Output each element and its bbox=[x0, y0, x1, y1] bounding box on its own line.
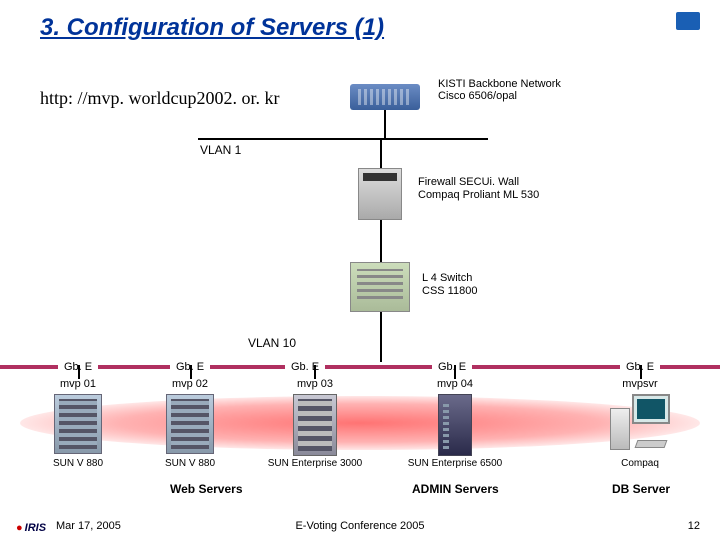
gbe-label-4: Gb. E bbox=[432, 361, 472, 373]
l4-switch-icon bbox=[350, 262, 410, 312]
line-to-gbe bbox=[380, 312, 382, 362]
footer-page: 12 bbox=[688, 520, 700, 532]
line-to-l4 bbox=[380, 220, 382, 262]
server-col-mvpsvr: mvpsvr Compaq bbox=[590, 378, 690, 469]
section-admin: ADMIN Servers bbox=[412, 482, 499, 496]
gbe-label-3: Gb. E bbox=[285, 361, 325, 373]
drop-5 bbox=[640, 365, 642, 379]
drop-1 bbox=[78, 365, 80, 379]
logo-top-right bbox=[676, 12, 700, 30]
l4-label: L 4 Switch CSS 11800 bbox=[422, 272, 477, 298]
server-col-mvp01: mvp 01 SUN V 880 bbox=[28, 378, 128, 469]
server-icon-pc bbox=[610, 394, 670, 450]
server-icon-tower bbox=[438, 394, 472, 456]
url-text: http: //mvp. worldcup2002. or. kr bbox=[40, 88, 279, 109]
line-switch-vlan1 bbox=[384, 110, 386, 138]
server-icon-sun bbox=[54, 394, 102, 454]
vlan1-label: VLAN 1 bbox=[200, 143, 241, 157]
firewall-icon bbox=[358, 168, 402, 220]
backbone-switch-icon bbox=[350, 84, 420, 110]
server-col-mvp02: mvp 02 SUN V 880 bbox=[140, 378, 240, 469]
server-col-mvp04: mvp 04 SUN Enterprise 6500 bbox=[395, 378, 515, 469]
backbone-label: KISTI Backbone Network Cisco 6506/opal bbox=[438, 78, 561, 102]
server-icon-enterprise bbox=[293, 394, 337, 456]
gbe-bar bbox=[0, 365, 720, 369]
vlan1-hline bbox=[198, 138, 488, 140]
drop-3 bbox=[314, 365, 316, 379]
page-title: 3. Configuration of Servers (1) bbox=[0, 0, 720, 46]
vlan10-label: VLAN 10 bbox=[248, 336, 296, 350]
section-db: DB Server bbox=[612, 482, 670, 496]
firewall-label: Firewall SECUi. Wall Compaq Proliant ML … bbox=[418, 176, 539, 202]
gbe-row: Gb. E Gb. E Gb. E Gb. E Gb. E bbox=[0, 358, 720, 376]
line-to-fw bbox=[380, 138, 382, 168]
footer-conference: E-Voting Conference 2005 bbox=[0, 520, 720, 532]
server-icon-sun bbox=[166, 394, 214, 454]
server-col-mvp03: mvp 03 SUN Enterprise 3000 bbox=[255, 378, 375, 469]
section-web: Web Servers bbox=[170, 482, 243, 496]
drop-4 bbox=[454, 365, 456, 379]
drop-2 bbox=[190, 365, 192, 379]
